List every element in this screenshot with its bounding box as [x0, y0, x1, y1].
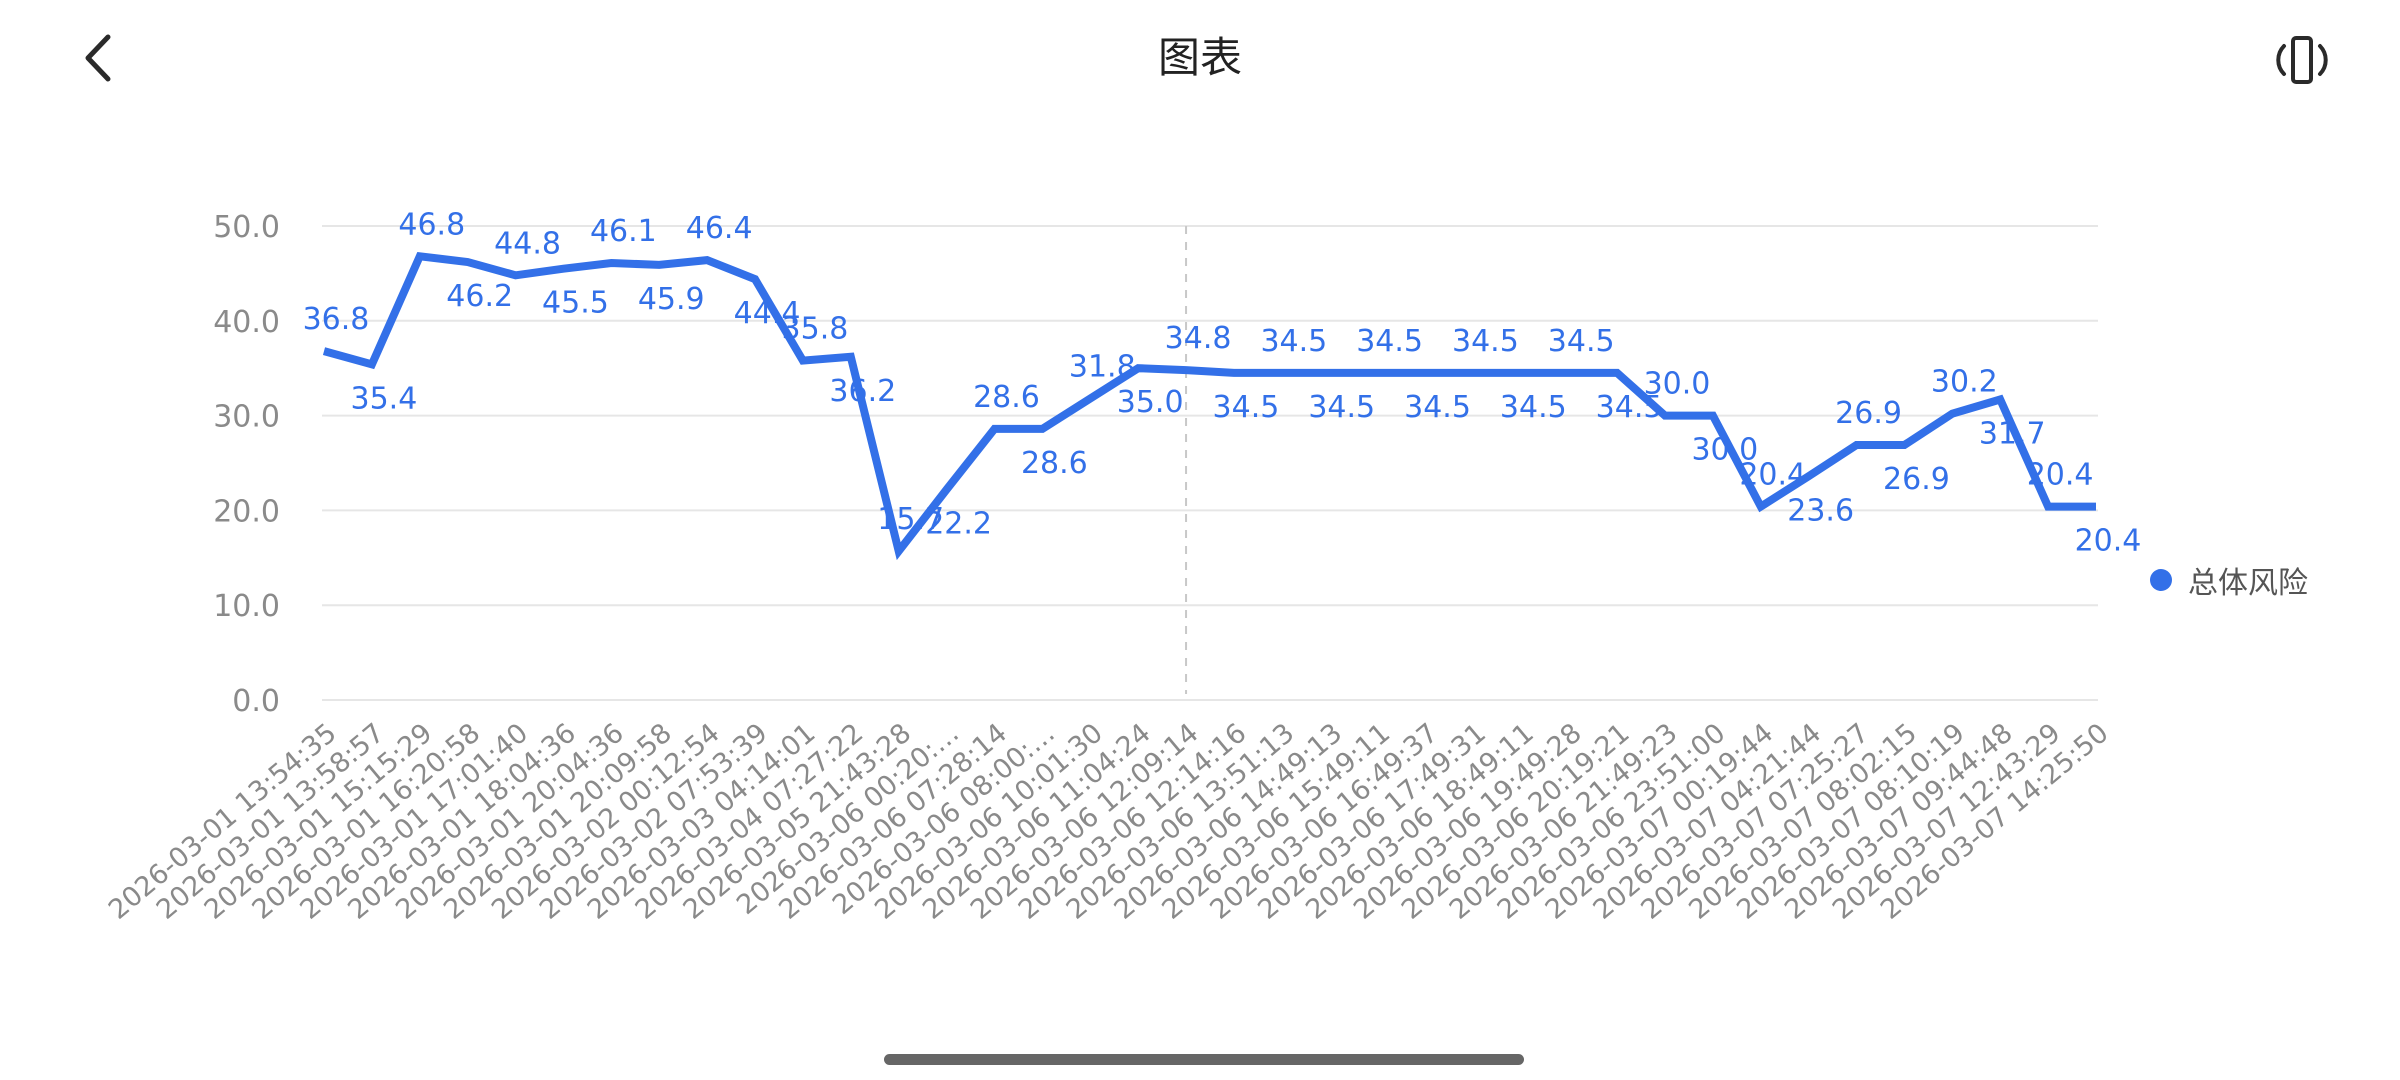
data-label: 34.8	[1165, 321, 1232, 356]
y-tick-label: 0.0	[232, 684, 280, 719]
data-label: 30.0	[1644, 367, 1711, 402]
y-tick-label: 50.0	[213, 210, 280, 245]
data-label: 34.5	[1500, 390, 1567, 425]
screen-rotation-icon	[2276, 36, 2328, 84]
data-label: 22.2	[925, 507, 992, 542]
data-label: 31.8	[1069, 350, 1136, 385]
legend-item-overall-risk[interactable]: 总体风险	[2150, 560, 2310, 600]
data-label: 34.5	[1356, 324, 1423, 359]
data-label: 23.6	[1787, 493, 1854, 528]
data-label: 26.9	[1883, 462, 1950, 497]
legend-dot-icon	[2150, 569, 2172, 591]
data-label: 15.7	[877, 502, 944, 537]
data-label: 45.5	[542, 286, 609, 321]
y-tick-label: 30.0	[213, 400, 280, 435]
chevron-left-icon	[85, 34, 111, 82]
data-label: 46.1	[590, 214, 657, 249]
data-label: 35.0	[1117, 385, 1184, 420]
data-label: 35.4	[350, 381, 417, 416]
data-label: 34.5	[1596, 390, 1663, 425]
chart-canvas[interactable]: 0.0 10.0 20.0 30.0 40.0 50.0 36.8 35.4 46.8 46.2 4…	[0, 120, 2400, 1020]
data-label: 34.5	[1548, 324, 1615, 359]
data-label: 20.4	[2075, 524, 2142, 559]
top-bar: 图表	[0, 0, 2400, 120]
rotate-screen-button[interactable]	[2270, 28, 2334, 92]
data-label: 46.2	[446, 279, 513, 314]
line-chart[interactable]: 0.0 10.0 20.0 30.0 40.0 50.0 36.8 35.4 46.8 46.2 4…	[0, 120, 2400, 1020]
data-label: 45.9	[638, 282, 705, 317]
home-indicator[interactable]	[884, 1054, 1524, 1065]
data-label: 20.4	[2027, 458, 2094, 493]
data-label: 46.4	[686, 211, 753, 246]
data-label: 34.5	[1213, 390, 1280, 425]
data-label: 36.8	[303, 302, 370, 337]
y-tick-label: 40.0	[213, 305, 280, 340]
page-title: 图表	[1157, 33, 1242, 82]
back-button[interactable]	[70, 28, 130, 88]
data-label: 44.4	[734, 296, 801, 331]
y-tick-label: 20.0	[213, 494, 280, 529]
data-label: 34.5	[1308, 390, 1375, 425]
data-label: 26.9	[1835, 396, 1902, 431]
data-label: 28.6	[1021, 446, 1088, 481]
data-label: 44.8	[494, 226, 561, 261]
data-label: 34.5	[1260, 324, 1327, 359]
data-label: 31.7	[1979, 416, 2046, 451]
y-tick-label: 10.0	[213, 589, 280, 624]
data-label: 30.2	[1931, 365, 1998, 400]
data-label: 35.8	[782, 312, 849, 347]
series-line-overall-risk[interactable]	[322, 251, 2096, 561]
data-label: 46.8	[398, 207, 465, 242]
data-label: 20.4	[1739, 458, 1806, 493]
data-label: 28.6	[973, 380, 1040, 415]
data-label: 36.2	[829, 374, 896, 409]
data-label: 34.5	[1404, 390, 1471, 425]
data-label: 34.5	[1452, 324, 1519, 359]
legend-label: 总体风险	[2188, 566, 2308, 600]
data-label: 30.0	[1691, 433, 1758, 468]
